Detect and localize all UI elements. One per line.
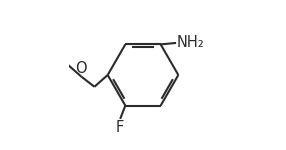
Text: O: O	[75, 61, 87, 76]
Text: NH₂: NH₂	[177, 35, 204, 50]
Text: F: F	[116, 120, 124, 135]
